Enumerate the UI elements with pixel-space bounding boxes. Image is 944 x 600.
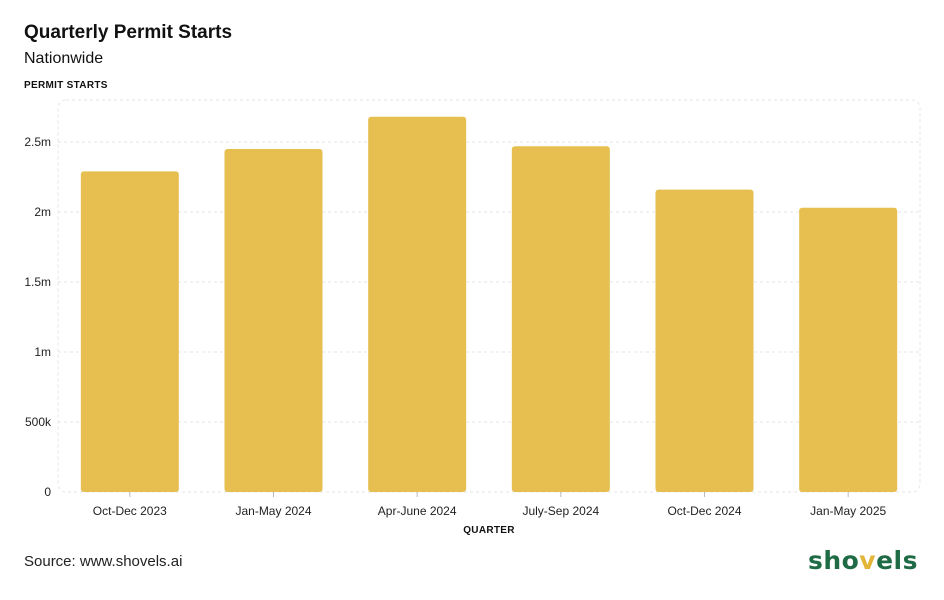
logo-text-end: els [876,546,918,575]
bar-chart: 0 500k 1m 1.5m 2m 2.5m Oct-Dec 2023 Jan-May 20… [24,99,921,536]
x-tick-labels: Oct-Dec 2023 Jan-May 2024 Apr-June 2024 Jul… [93,492,887,518]
y-tick-label: 2m [34,205,51,219]
bar [655,189,754,492]
grid-layer [57,99,921,493]
bar-layer [80,116,898,493]
x-tick-label: Apr-June 2024 [378,504,457,518]
source-note: Source: www.shovels.ai [24,553,183,570]
bar [368,116,467,493]
x-tick-label: Oct-Dec 2024 [667,504,741,518]
x-tick-label: July-Sep 2024 [522,504,599,518]
bar [224,149,323,492]
bar [80,171,179,492]
x-tick-label: Jan-May 2025 [810,504,886,518]
y-tick-label: 500k [25,415,52,429]
chart-title: Quarterly Permit Starts [24,22,233,43]
x-tick-label: Oct-Dec 2023 [93,504,167,518]
logo-text: sho [807,546,860,575]
bar [511,146,610,492]
y-tick-label: 1.5m [24,275,51,289]
plot-frame [57,99,921,493]
logo-accent: v [859,546,877,575]
bar [799,207,898,493]
x-tick-label: Jan-May 2024 [235,504,311,518]
y-tick-label: 1m [34,345,51,359]
y-axis-label: PERMIT STARTS [24,80,108,91]
y-tick-label: 0 [44,485,51,499]
chart-subtitle: Nationwide [24,50,104,67]
shovels-logo: shovels [808,546,918,575]
y-tick-label: 2.5m [24,135,51,149]
y-tick-labels: 0 500k 1m 1.5m 2m 2.5m [24,135,52,499]
x-axis-label: QUARTER [463,525,515,536]
